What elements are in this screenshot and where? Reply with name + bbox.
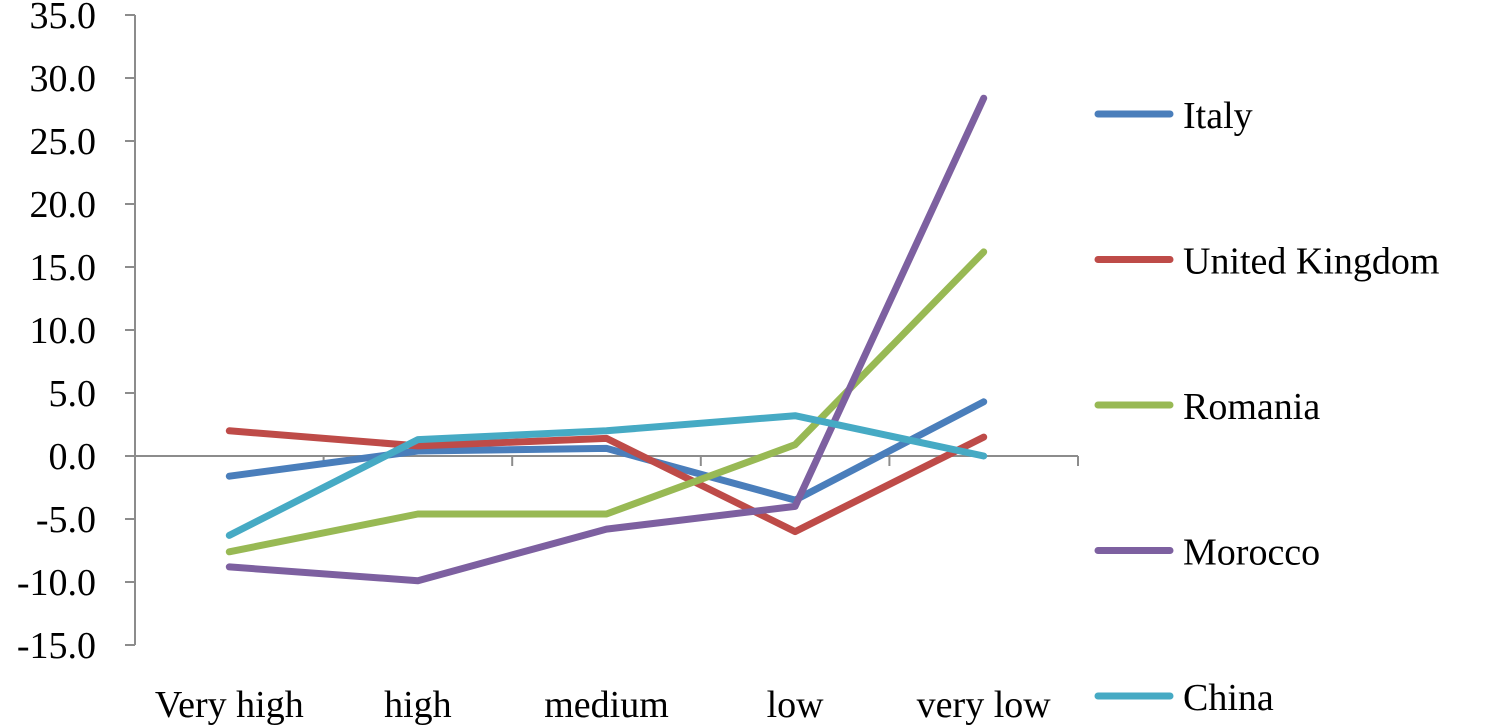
legend-label-romania: Romania [1183, 386, 1320, 428]
x-tick-label: Very high [155, 684, 304, 726]
series-line-china [225, 412, 988, 539]
y-tick-label: 30.0 [30, 58, 97, 100]
y-tick-label: -5.0 [36, 499, 96, 541]
series-line-romania [225, 248, 988, 556]
y-axis: 35.0 30.0 25.0 20.0 15.0 10.0 5.0 0.0 -5.0 -10.0 -… [17, 0, 136, 667]
series-line-italy [225, 398, 988, 504]
y-tick-label: 15.0 [30, 247, 97, 289]
x-axis: Very high high medium low very low [134, 455, 1079, 726]
legend-label-italy: Italy [1183, 95, 1253, 137]
legend-label-morocco: Morocco [1183, 532, 1320, 574]
y-tick-label: -10.0 [17, 562, 96, 604]
legend-label-united-kingdom: United Kingdom [1183, 241, 1439, 283]
y-tick-label: 25.0 [30, 121, 97, 163]
y-tick-label: 20.0 [30, 184, 97, 226]
y-tick-label: 5.0 [49, 373, 97, 415]
series-lines [225, 94, 988, 585]
series-line-morocco [225, 94, 988, 585]
legend: Italy United Kingdom Romania Morocco China [1094, 95, 1439, 719]
x-tick-label: high [384, 684, 452, 726]
x-tick-label: low [767, 684, 825, 726]
x-tick-label: medium [544, 684, 669, 726]
y-tick-label: 10.0 [30, 310, 97, 352]
y-tick-label: 0.0 [49, 436, 97, 478]
x-tick-label: very low [917, 684, 1052, 726]
legend-label-china: China [1183, 677, 1274, 719]
series-line-united-kingdom [225, 427, 988, 536]
y-tick-label: -15.0 [17, 625, 96, 667]
y-tick-label: 35.0 [30, 0, 97, 37]
